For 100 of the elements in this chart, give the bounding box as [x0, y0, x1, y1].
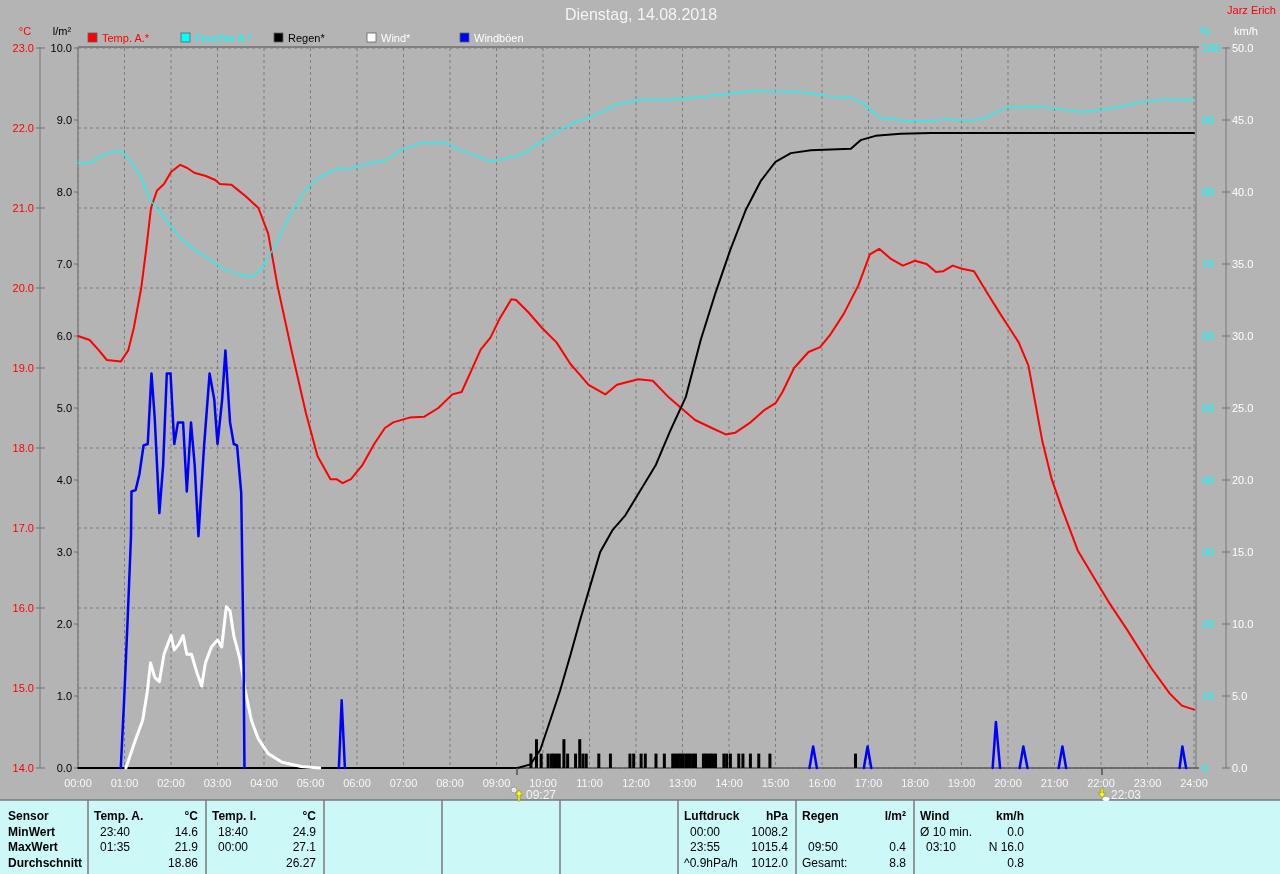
y2-tick-label: 50.0 [1232, 41, 1254, 54]
text: hPa [765, 809, 789, 823]
text: l/m² [884, 809, 906, 823]
y-tick-label: 90 [1202, 113, 1215, 126]
y-tick-label: 14.0 [12, 761, 34, 774]
y-tick-label: 20 [1202, 617, 1215, 630]
x-tick-label: 18:00 [901, 777, 929, 789]
y-tick-label: 100 [1202, 41, 1221, 54]
y2-tick-label: 5.0 [1232, 689, 1248, 702]
legend-label: Windböen [474, 32, 524, 44]
y2-tick-label: 3.0 [56, 545, 72, 558]
y2-tick-label: 40.0 [1232, 185, 1254, 198]
x-tick-label: 22:00 [1087, 777, 1115, 789]
text: 0.0 [1007, 824, 1025, 839]
x-tick-label: 20:00 [994, 777, 1022, 789]
legend-label: Temp. A.* [102, 32, 150, 44]
x-tick-label: 10:00 [529, 777, 557, 789]
chart-title: Dienstag, 14.08.2018 [564, 6, 718, 23]
y-tick-label: 10 [1202, 689, 1215, 702]
y2-tick-label: 9.0 [56, 113, 72, 126]
y2-axis-title: km/h [1234, 25, 1258, 37]
text: 22:03 [1111, 788, 1142, 802]
text: ^0.9hPa/h [684, 855, 738, 870]
x-tick-label: 05:00 [296, 777, 325, 789]
y-tick-label: 70 [1202, 257, 1215, 270]
text: 09:50 [808, 840, 839, 854]
y-axis-title: °C [18, 25, 32, 37]
text: 0.4 [889, 840, 907, 854]
text: 8.8 [889, 855, 907, 870]
text: 01:35 [100, 840, 131, 854]
text: MinWert [8, 824, 56, 839]
text: N 16.0 [988, 840, 1025, 854]
text: Ø 10 min. [920, 824, 973, 839]
text: 03:10 [926, 840, 957, 854]
x-tick-label: 03:00 [203, 777, 232, 789]
text: 18:40 [218, 824, 249, 839]
x-tick-label: 16:00 [808, 777, 836, 789]
x-tick-label: 04:00 [250, 777, 278, 789]
y2-tick-label: 2.0 [56, 617, 72, 630]
y2-tick-label: 35.0 [1232, 257, 1254, 270]
text: 23:40 [100, 824, 131, 839]
x-tick-label: 09:00 [482, 777, 511, 789]
text: 1012.0 [751, 855, 789, 870]
x-tick-label: 17:00 [854, 777, 883, 789]
text: 1008.2 [751, 824, 789, 839]
y2-tick-label: 45.0 [1232, 113, 1254, 126]
x-tick-label: 01:00 [110, 777, 139, 789]
text: Temp. I. [212, 809, 257, 823]
text: 14.6 [174, 824, 199, 839]
y-tick-label: 40 [1202, 473, 1215, 486]
y2-tick-label: 4.0 [56, 473, 72, 486]
y2-tick-label: 30.0 [1232, 329, 1254, 342]
text: 24.9 [292, 824, 317, 839]
text: 09:27 [526, 788, 557, 802]
x-tick-label: 02:00 [157, 777, 185, 789]
y2-tick-label: 20.0 [1232, 473, 1254, 486]
text: Sensor [8, 809, 50, 823]
y2-tick-label: 5.0 [56, 401, 72, 414]
x-tick-label: 12:00 [622, 777, 650, 789]
y-tick-label: 0 [1202, 761, 1209, 774]
y-tick-label: 17.0 [12, 521, 34, 534]
text: km/h [995, 809, 1024, 823]
text: Durchschnitt [8, 855, 83, 870]
legend-label: Regen* [288, 32, 326, 44]
text: Temp. A. [94, 809, 144, 823]
text: MaxWert [8, 840, 58, 854]
y-tick-label: 18.0 [12, 441, 34, 454]
x-tick-label: 00:00 [64, 777, 92, 789]
text: °C [184, 809, 199, 823]
y-tick-label: 60 [1202, 329, 1215, 342]
x-tick-label: 14:00 [715, 777, 743, 789]
x-tick-label: 06:00 [343, 777, 371, 789]
y-tick-label: 19.0 [12, 361, 34, 374]
x-tick-label: 11:00 [576, 777, 603, 789]
text: Jarz Erich [1227, 4, 1276, 16]
text: Luftdruck [684, 809, 740, 823]
y-axis-title: % [1200, 25, 1211, 37]
text: 21.9 [174, 840, 199, 854]
y2-tick-label: 1.0 [56, 689, 72, 702]
y2-tick-label: 0.0 [1232, 761, 1248, 774]
y-tick-label: 16.0 [12, 601, 34, 614]
y-tick-label: 20.0 [12, 281, 34, 294]
text: 23:55 [690, 840, 721, 854]
x-tick-label: 19:00 [947, 777, 976, 789]
y2-tick-label: 25.0 [1232, 401, 1254, 414]
y-tick-label: 15.0 [12, 681, 34, 694]
y2-tick-label: 6.0 [56, 329, 72, 342]
y2-tick-label: 10.0 [50, 41, 72, 54]
y2-tick-label: 10.0 [1232, 617, 1254, 630]
text: Gesamt: [802, 855, 848, 870]
x-tick-label: 23:00 [1133, 777, 1162, 789]
y2-tick-label: 0.0 [56, 761, 72, 774]
x-tick-label: 15:00 [761, 777, 790, 789]
x-tick-label: 13:00 [668, 777, 697, 789]
text: 1015.4 [751, 840, 789, 854]
y2-tick-label: 15.0 [1232, 545, 1254, 558]
text: 26.27 [285, 855, 317, 870]
text: Wind [920, 809, 950, 823]
x-tick-label: 24:00 [1180, 777, 1208, 789]
y-tick-label: 21.0 [12, 201, 34, 214]
